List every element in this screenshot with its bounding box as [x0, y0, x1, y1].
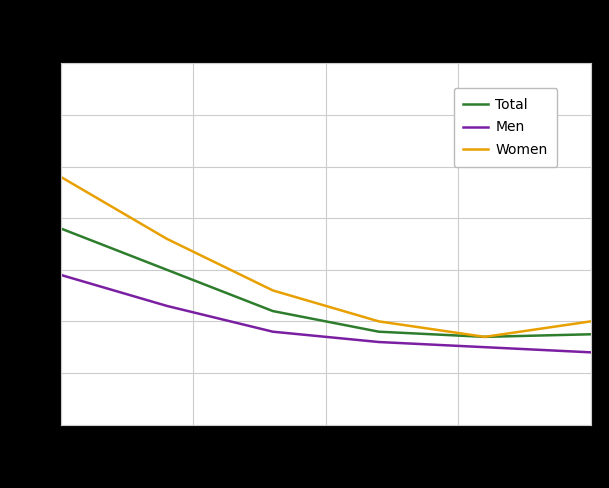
Total [269, 308, 276, 314]
Women [57, 174, 65, 180]
Total [375, 329, 382, 335]
Men [57, 272, 65, 278]
Legend: Total, Men, Women: Total, Men, Women [454, 88, 557, 166]
Total [587, 331, 594, 337]
Women [587, 319, 594, 325]
Line: Total: Total [61, 228, 591, 337]
Total [57, 225, 65, 231]
Line: Men: Men [61, 275, 591, 352]
Men [481, 344, 488, 350]
Total [163, 267, 171, 273]
Women [375, 319, 382, 325]
Women [481, 334, 488, 340]
Men [375, 339, 382, 345]
Women [163, 236, 171, 242]
Men [587, 349, 594, 355]
Women [269, 287, 276, 293]
Total [481, 334, 488, 340]
Men [269, 329, 276, 335]
Line: Women: Women [61, 177, 591, 337]
Men [163, 303, 171, 309]
